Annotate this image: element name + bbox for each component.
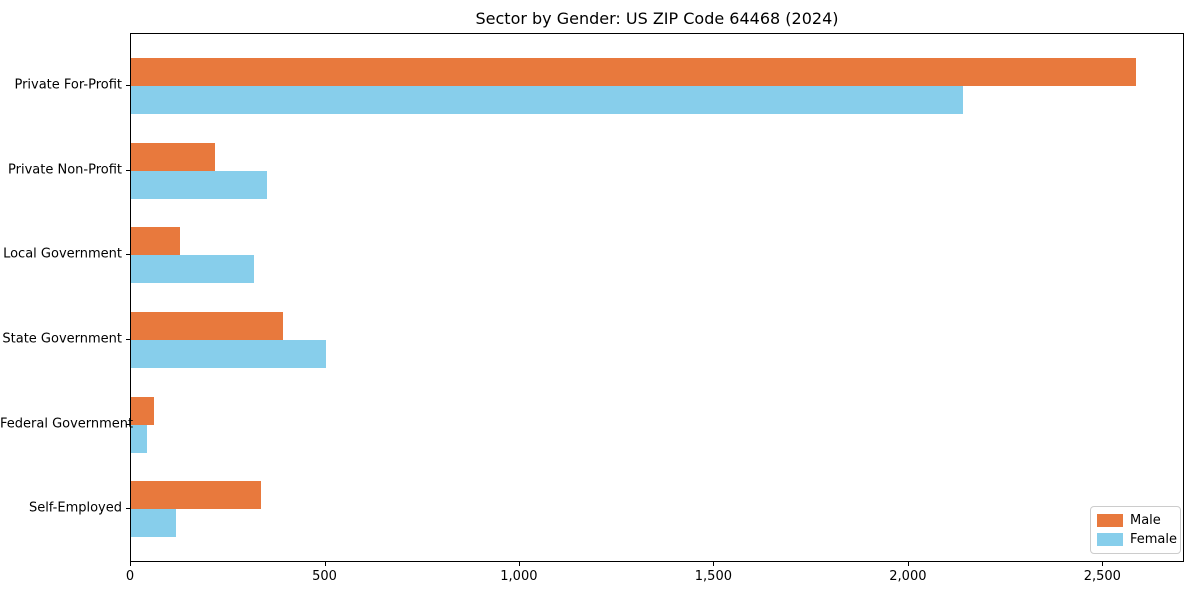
y-axis-label: Federal Government xyxy=(0,416,134,432)
bar-female-3 xyxy=(131,339,326,368)
female-color-swatch xyxy=(1097,533,1123,546)
x-axis-tick-label: 2,000 xyxy=(889,569,927,584)
x-axis-tick xyxy=(130,562,131,566)
x-axis-tick-label: 2,500 xyxy=(1083,569,1121,584)
y-axis-label: State Government xyxy=(2,331,122,347)
legend: Male Female xyxy=(1090,506,1181,554)
bar-male-3 xyxy=(131,311,283,340)
x-axis-tick-label: 0 xyxy=(125,569,135,584)
y-axis-label: Local Government xyxy=(3,246,122,262)
legend-label-male: Male xyxy=(1130,513,1161,528)
y-axis-tick xyxy=(126,254,130,256)
x-axis-tick xyxy=(907,562,909,566)
y-axis-tick xyxy=(126,85,130,86)
bar-male-4 xyxy=(131,396,155,425)
bar-female-5 xyxy=(131,509,176,538)
bar-female-0 xyxy=(131,86,964,114)
x-axis-tick xyxy=(324,562,326,566)
y-axis-label: Private Non-Profit xyxy=(8,162,122,178)
x-axis-tick xyxy=(713,562,715,566)
x-axis-tick-label: 500 xyxy=(312,569,337,584)
y-axis-label: Private For-Profit xyxy=(14,77,122,93)
y-axis-tick xyxy=(126,338,130,340)
y-axis-tick xyxy=(126,508,130,510)
plot-area xyxy=(130,33,1184,562)
legend-item-male: Male xyxy=(1097,513,1174,528)
bar-female-2 xyxy=(131,255,254,284)
bar-male-5 xyxy=(131,481,262,510)
x-axis-tick-label: 1,000 xyxy=(500,569,538,584)
y-axis-tick xyxy=(126,169,130,171)
male-color-swatch xyxy=(1097,514,1123,527)
x-axis-tick xyxy=(1102,562,1104,566)
bar-male-0 xyxy=(131,58,1137,86)
bar-female-1 xyxy=(131,170,268,199)
x-axis-tick xyxy=(518,562,520,566)
y-axis-label: Self-Employed xyxy=(28,500,122,516)
x-axis-tick-label: 1,500 xyxy=(694,569,732,584)
bar-male-1 xyxy=(131,142,215,171)
legend-label-female: Female xyxy=(1130,532,1178,547)
chart-title: Sector by Gender: US ZIP Code 64468 (202… xyxy=(475,9,839,28)
legend-item-female: Female xyxy=(1097,532,1178,547)
y-axis-tick xyxy=(126,423,130,425)
bar-female-4 xyxy=(131,424,147,453)
bar-male-2 xyxy=(131,227,180,256)
